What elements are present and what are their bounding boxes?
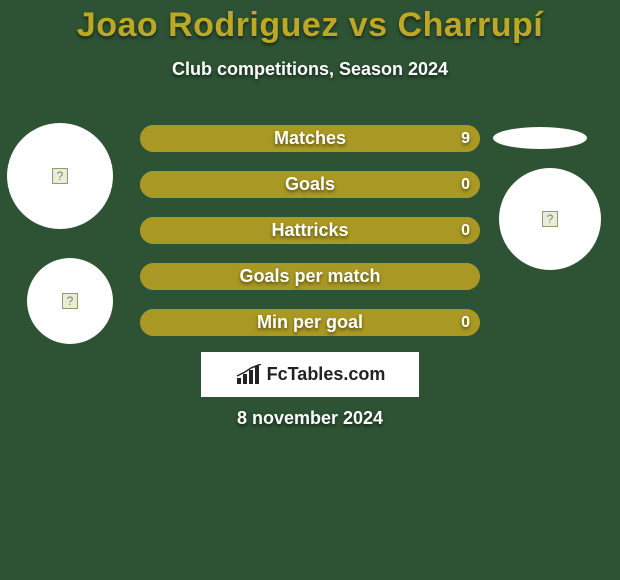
image-placeholder-icon: ? xyxy=(542,211,558,227)
branding-chart-icon xyxy=(235,364,263,386)
page-title: Joao Rodriguez vs Charrupí xyxy=(0,0,620,45)
stat-bar-label: Goals xyxy=(285,174,335,195)
image-placeholder-icon: ? xyxy=(52,168,68,184)
stat-bar-right-value: 0 xyxy=(461,176,470,194)
stat-bar-label: Hattricks xyxy=(271,220,348,241)
infographic-date: 8 november 2024 xyxy=(0,408,620,429)
stat-bar-right-value: 0 xyxy=(461,222,470,240)
club-right-badge: ? xyxy=(499,168,601,270)
stat-bar-label: Min per goal xyxy=(257,312,363,333)
stat-bar: Goals per match xyxy=(140,263,480,290)
stat-bar-right-value: 0 xyxy=(461,314,470,332)
stat-bar: Matches 9 xyxy=(140,125,480,152)
branding-badge: FcTables.com xyxy=(201,352,419,397)
player-right-avatar xyxy=(493,127,587,149)
stat-bar-right-value: 9 xyxy=(461,130,470,148)
player-left-avatar: ? xyxy=(7,123,113,229)
comparison-infographic: Joao Rodriguez vs Charrupí Club competit… xyxy=(0,0,620,580)
stat-bar: Min per goal 0 xyxy=(140,309,480,336)
stat-bars: Matches 9 Goals 0 Hattricks 0 Goals per match M… xyxy=(140,125,480,355)
branding-text: FcTables.com xyxy=(267,364,386,385)
page-subtitle: Club competitions, Season 2024 xyxy=(0,59,620,80)
stat-bar: Hattricks 0 xyxy=(140,217,480,244)
stat-bar-label: Goals per match xyxy=(239,266,380,287)
stat-bar-label: Matches xyxy=(274,128,346,149)
image-placeholder-icon: ? xyxy=(62,293,78,309)
stat-bar: Goals 0 xyxy=(140,171,480,198)
club-left-badge: ? xyxy=(27,258,113,344)
